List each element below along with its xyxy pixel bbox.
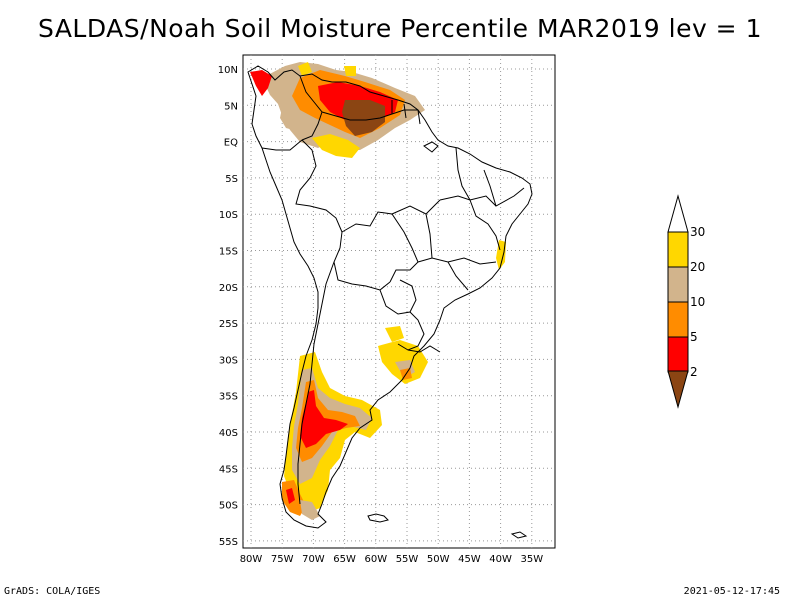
shade-north-brown [342, 100, 385, 136]
lat-label: EQ [224, 138, 238, 149]
legend-color-box [667, 301, 689, 338]
border-uruguay [407, 345, 441, 353]
border-venezuela-brazil [321, 109, 418, 121]
legend-color-box [667, 231, 689, 268]
lon-label: 45W [458, 554, 481, 565]
country-outlines [247, 65, 533, 539]
border-ecuador-peru [261, 139, 303, 151]
lon-label: 35W [520, 554, 543, 565]
border-brazil-inner2 [455, 147, 471, 201]
legend-color-box [667, 336, 689, 373]
legend-label: 30 [690, 225, 705, 239]
lat-label: 20S [219, 283, 238, 294]
lon-label: 40W [489, 554, 512, 565]
shade-eq-tan [280, 108, 310, 132]
latitude-labels: 10N 5N EQ 5S 10S 15S 20S 25S 30S 35S 40S 45S 50S 55S [218, 65, 238, 548]
border-brazil-inner6 [447, 261, 469, 291]
lon-label: 75W [271, 554, 294, 565]
border-brazil-inner5 [391, 199, 441, 215]
legend-label: 10 [690, 295, 705, 309]
map-title: SALDAS/Noah Soil Moisture Percentile MAR… [38, 14, 762, 43]
footer-timestamp: 2021-05-12-17:45 [683, 586, 780, 597]
lat-label: 25S [219, 319, 238, 330]
shade-east-yellow [496, 240, 506, 270]
border-guyanas [391, 100, 421, 125]
footer-credit: GrADS: COLA/IGES [4, 586, 101, 597]
legend-bottom-triangle [667, 370, 689, 409]
lat-label: 10N [218, 65, 238, 76]
border-brazil-inner3 [469, 199, 501, 251]
shade-south-red [300, 390, 348, 448]
border-brazil-inner7 [425, 213, 433, 259]
lat-label: 45S [219, 464, 238, 475]
island-falklands [367, 513, 389, 523]
lat-label: 30S [219, 355, 238, 366]
shade-north-yellow1 [298, 62, 312, 76]
lat-label: 5S [225, 174, 238, 185]
lon-label: 65W [333, 554, 356, 565]
longitude-labels: 80W 75W 70W 65W 60W 55W 50W 45W 40W 35W [240, 554, 544, 565]
legend-label: 5 [690, 330, 698, 344]
legend-top-triangle [667, 194, 689, 233]
shade-farsouth-tan [300, 500, 320, 520]
shade-se-yellow1 [385, 326, 404, 342]
lon-label: 55W [396, 554, 419, 565]
border-brazil-inner8 [483, 169, 525, 207]
color-bar-legend: 30 20 10 5 2 [667, 194, 705, 409]
island-small-east [510, 531, 528, 539]
shade-eq-yellow [312, 134, 360, 158]
border-brazil-inner4 [417, 257, 497, 265]
border-chile-argentina [297, 261, 335, 505]
legend-label: 20 [690, 260, 705, 274]
shade-northwest-red [250, 70, 272, 96]
lat-label: 40S [219, 428, 238, 439]
shade-north-yellow2 [344, 66, 356, 76]
continent-outline [247, 65, 533, 529]
lat-label: 5N [224, 101, 238, 112]
border-brazil-bolivia [341, 211, 419, 283]
legend-label: 2 [690, 365, 698, 379]
shade-farsouth-red [286, 488, 295, 504]
lon-label: 70W [302, 554, 325, 565]
lat-label: 50S [219, 501, 238, 512]
lat-label: 10S [219, 210, 238, 221]
border-argentina-uruguay [397, 311, 425, 351]
lat-label: 15S [219, 247, 238, 258]
lon-label: 60W [364, 554, 387, 565]
border-peru-brazil [295, 139, 343, 249]
lon-label: 80W [240, 554, 263, 565]
lat-label: 55S [219, 537, 238, 548]
island-marajo [423, 141, 439, 153]
lon-label: 50W [427, 554, 450, 565]
legend-color-box [667, 266, 689, 303]
lat-label: 35S [219, 392, 238, 403]
